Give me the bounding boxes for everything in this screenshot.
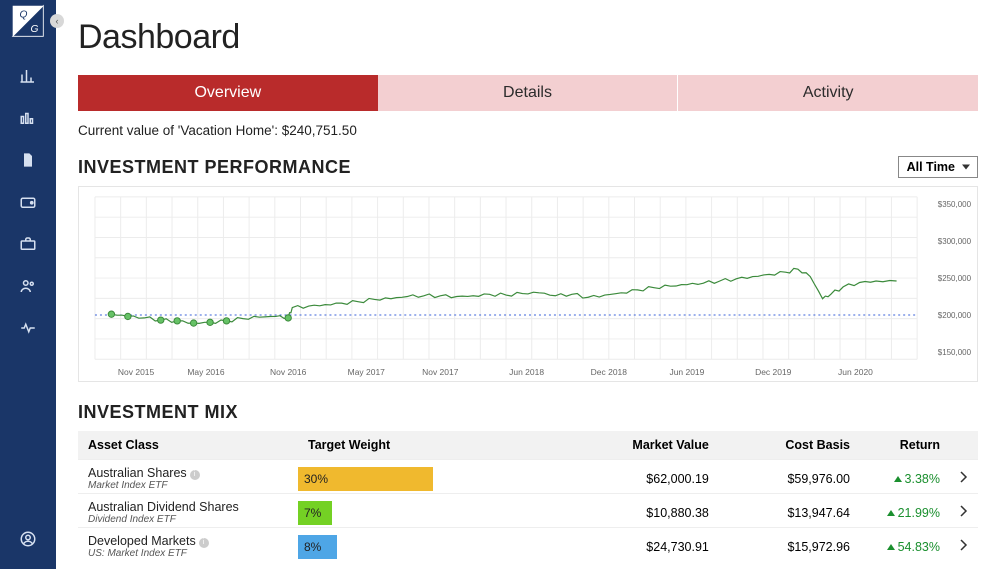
asset-subtitle: Market Index ETF — [88, 480, 288, 491]
return-value: 54.83% — [860, 528, 950, 562]
svg-text:$300,000: $300,000 — [938, 237, 972, 246]
main-content: Dashboard Overview Details Activity Curr… — [56, 0, 1000, 569]
svg-text:$250,000: $250,000 — [938, 274, 972, 283]
mix-table: Asset Class Target Weight Market Value C… — [78, 431, 978, 561]
svg-text:$150,000: $150,000 — [938, 348, 972, 357]
weight-bar: 7% — [298, 501, 332, 525]
table-row: Australian Sharesi Market Index ETF 30% … — [78, 460, 978, 494]
svg-text:$350,000: $350,000 — [938, 200, 972, 209]
briefcase-icon[interactable] — [16, 232, 40, 256]
col-weight: Target Weight — [298, 431, 558, 460]
current-value-text: Current value of 'Vacation Home': $240,7… — [78, 123, 978, 138]
table-row: Developed Marketsi US: Market Index ETF … — [78, 528, 978, 562]
profile-icon[interactable] — [16, 527, 40, 551]
return-value: 3.38% — [860, 460, 950, 494]
cost-basis: $59,976.00 — [719, 460, 860, 494]
tab-overview[interactable]: Overview — [78, 75, 378, 111]
tab-details[interactable]: Details — [378, 75, 678, 111]
cost-basis: $13,947.64 — [719, 494, 860, 528]
svg-text:Dec 2019: Dec 2019 — [755, 367, 792, 377]
expand-row-button[interactable] — [950, 528, 978, 562]
weight-bar: 30% — [298, 467, 433, 491]
svg-text:May 2017: May 2017 — [348, 367, 386, 377]
svg-text:Nov 2017: Nov 2017 — [422, 367, 459, 377]
return-value: 21.99% — [860, 494, 950, 528]
tab-activity[interactable]: Activity — [677, 75, 978, 111]
performance-chart: $150,000 $200,000 $250,000 $300,000 $350,000… — [78, 186, 978, 382]
sidebar-nav — [16, 64, 40, 527]
sidebar: QG — [0, 0, 56, 569]
col-cost-basis: Cost Basis — [719, 431, 860, 460]
bar-chart-icon[interactable] — [16, 64, 40, 88]
asset-subtitle: US: Market Index ETF — [88, 548, 288, 559]
market-value: $10,880.38 — [558, 494, 719, 528]
col-asset: Asset Class — [78, 431, 298, 460]
col-return: Return — [860, 431, 950, 460]
expand-row-button[interactable] — [950, 494, 978, 528]
weight-bar: 8% — [298, 535, 337, 559]
svg-text:Nov 2015: Nov 2015 — [118, 367, 155, 377]
svg-text:G: G — [31, 24, 39, 35]
tabs: Overview Details Activity — [78, 75, 978, 111]
market-value: $24,730.91 — [558, 528, 719, 562]
users-icon[interactable] — [16, 274, 40, 298]
expand-row-button[interactable] — [950, 460, 978, 494]
cost-basis: $15,972.96 — [719, 528, 860, 562]
asset-name: Developed Marketsi — [88, 534, 288, 548]
svg-text:$200,000: $200,000 — [938, 311, 972, 320]
svg-text:Dec 2018: Dec 2018 — [591, 367, 628, 377]
health-icon[interactable] — [16, 316, 40, 340]
svg-text:Jun 2019: Jun 2019 — [669, 367, 704, 377]
info-icon[interactable]: i — [199, 538, 209, 548]
collapse-sidebar-button[interactable]: ‹ — [50, 14, 64, 28]
svg-text:Jun 2020: Jun 2020 — [838, 367, 873, 377]
column-chart-icon[interactable] — [16, 106, 40, 130]
col-market-value: Market Value — [558, 431, 719, 460]
asset-subtitle: Dividend Index ETF — [88, 514, 288, 525]
app-logo: QG — [0, 0, 56, 42]
table-row: Australian Dividend Shares Dividend Inde… — [78, 494, 978, 528]
svg-text:Nov 2016: Nov 2016 — [270, 367, 307, 377]
market-value: $62,000.19 — [558, 460, 719, 494]
svg-text:May 2016: May 2016 — [187, 367, 225, 377]
time-range-select[interactable]: All Time — [898, 156, 978, 178]
mix-heading: INVESTMENT MIX — [78, 402, 978, 423]
svg-text:Q: Q — [20, 10, 28, 21]
svg-text:Jun 2018: Jun 2018 — [509, 367, 544, 377]
wallet-icon[interactable] — [16, 190, 40, 214]
performance-heading: INVESTMENT PERFORMANCE — [78, 157, 351, 178]
page-title: Dashboard — [78, 18, 978, 57]
info-icon[interactable]: i — [190, 470, 200, 480]
asset-name: Australian Dividend Shares — [88, 500, 288, 514]
document-icon[interactable] — [16, 148, 40, 172]
asset-name: Australian Sharesi — [88, 466, 288, 480]
